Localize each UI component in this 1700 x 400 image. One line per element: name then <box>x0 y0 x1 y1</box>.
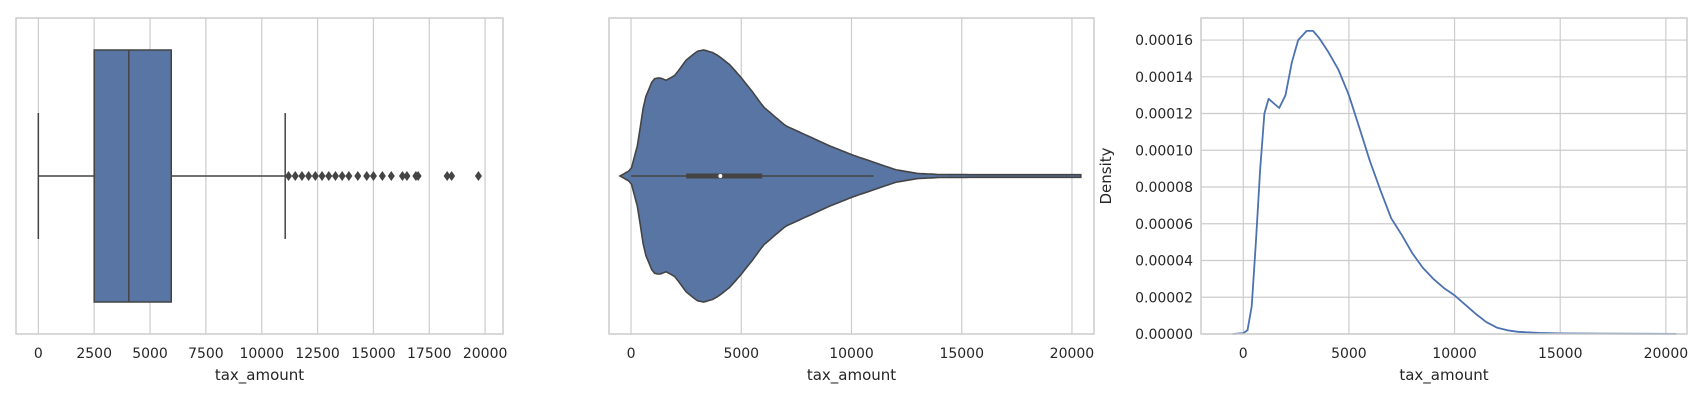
y-tick-label: 0.00008 <box>1135 180 1193 196</box>
outlier-point <box>285 171 293 181</box>
kde-plot-marks <box>1232 30 1677 335</box>
kde-plot-y-ticks: 0.00000 0.00002 0.00004 0.00006 0.00008 0.000… <box>1135 33 1193 343</box>
x-tick-label: 12500 <box>295 346 340 362</box>
violin-plot-panel: 0 5000 10000 15000 20000 tax_amount <box>608 17 1095 385</box>
y-tick-label: 0.00004 <box>1135 254 1193 270</box>
y-tick-label: 0.00010 <box>1135 143 1193 159</box>
x-tick-label: 17500 <box>407 346 452 362</box>
outlier-point <box>443 171 451 181</box>
box-plot-marks <box>37 49 482 303</box>
outlier-point <box>403 171 411 181</box>
x-tick-label: 0 <box>627 346 636 362</box>
outlier-point <box>363 171 371 181</box>
kde-plot-gridlines <box>1201 18 1687 335</box>
x-tick-label: 10000 <box>1432 346 1477 362</box>
x-tick-label: 5000 <box>132 346 168 362</box>
outlier-point <box>378 171 386 181</box>
violin-plot-x-axis-label: tax_amount <box>807 366 896 385</box>
outlier-point <box>387 171 395 181</box>
box-plot-frame <box>15 17 504 335</box>
box-plot-panel: 0 2500 5000 7500 10000 12500 15000 17500 20000 t… <box>15 17 508 385</box>
kde-plot-frame <box>1200 17 1688 335</box>
outlier-point <box>331 171 339 181</box>
outlier-point <box>338 171 346 181</box>
outlier-point <box>291 171 299 181</box>
outlier-point <box>325 171 333 181</box>
outlier-point <box>354 171 362 181</box>
outlier-point <box>369 171 377 181</box>
x-tick-label: 15000 <box>351 346 396 362</box>
x-tick-label: 5000 <box>1331 346 1367 362</box>
violin-plot-marks <box>618 49 1082 303</box>
y-tick-label: 0.00002 <box>1135 290 1193 306</box>
y-tick-label: 0.00016 <box>1135 33 1193 49</box>
outlier-point <box>448 171 456 181</box>
kde-plot-x-ticks: 0 5000 10000 15000 20000 <box>1239 346 1688 362</box>
box-plot-x-axis-label: tax_amount <box>215 366 304 385</box>
x-tick-label: 15000 <box>1538 346 1583 362</box>
x-tick-label: 2500 <box>76 346 112 362</box>
kde-plot-y-axis-label: Density <box>1097 147 1115 204</box>
violin-median-point <box>718 174 723 178</box>
x-tick-label: 7500 <box>188 346 224 362</box>
outlier-point <box>305 171 313 181</box>
violin-plot-frame <box>608 17 1095 335</box>
x-tick-label: 0 <box>1239 346 1248 362</box>
box-plot-x-ticks: 0 2500 5000 7500 10000 12500 15000 17500 20000 <box>34 346 508 362</box>
outlier-point <box>311 171 319 181</box>
iqr-box <box>93 49 173 303</box>
x-tick-label: 15000 <box>939 346 984 362</box>
outlier-point <box>414 171 422 181</box>
density-line <box>1232 30 1677 335</box>
x-tick-label: 20000 <box>1050 346 1095 362</box>
kde-plot-panel: 0 5000 10000 15000 20000 0.000000.000020.000… <box>1097 17 1688 385</box>
y-tick-label: 0.00012 <box>1135 107 1193 123</box>
x-tick-label: 0 <box>34 346 43 362</box>
outlier-point <box>398 171 406 181</box>
kde-plot-x-axis-label: tax_amount <box>1399 366 1488 385</box>
x-tick-label: 20000 <box>463 346 508 362</box>
x-tick-label: 10000 <box>239 346 284 362</box>
x-tick-label: 10000 <box>829 346 874 362</box>
outlier-point <box>318 171 326 181</box>
outlier-point <box>474 171 482 181</box>
violin-plot-x-ticks: 0 5000 10000 15000 20000 <box>627 346 1095 362</box>
y-tick-label: 0.00014 <box>1135 70 1193 86</box>
x-tick-label: 20000 <box>1644 346 1689 362</box>
outlier-point <box>298 171 306 181</box>
x-tick-label: 5000 <box>723 346 759 362</box>
outlier-point <box>345 171 353 181</box>
y-tick-label: 0.00000 <box>1135 327 1193 343</box>
y-tick-label: 0.00006 <box>1135 217 1193 233</box>
